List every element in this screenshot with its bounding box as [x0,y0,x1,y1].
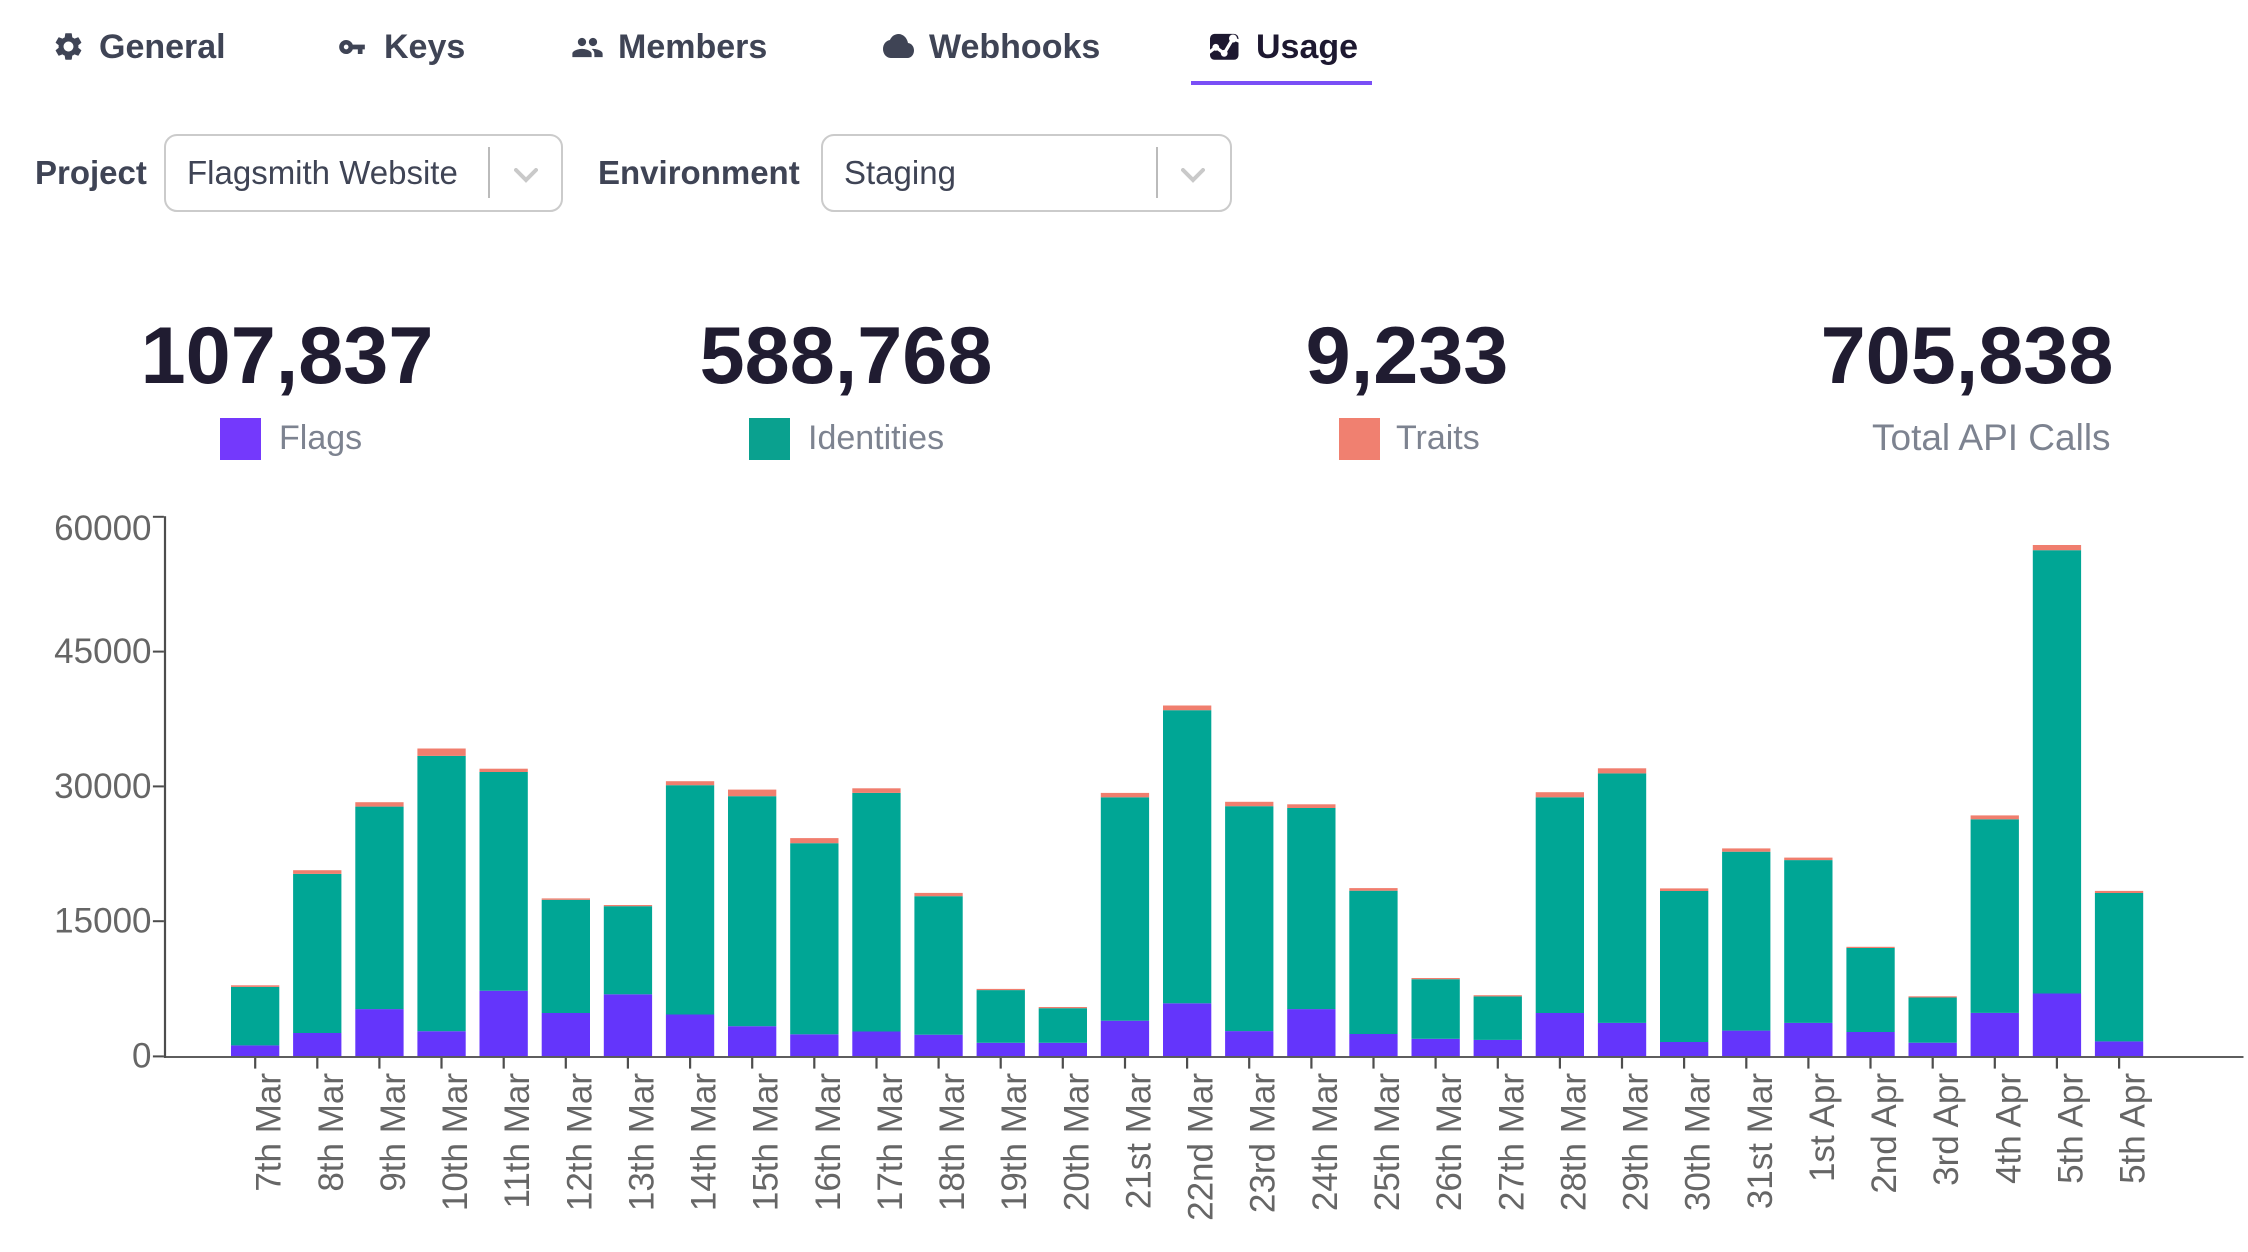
svg-text:29th Mar: 29th Mar [1617,1073,1656,1211]
svg-text:23rd Mar: 23rd Mar [1244,1073,1283,1213]
svg-text:8th Mar: 8th Mar [312,1073,351,1192]
svg-text:4th Apr: 4th Apr [1989,1073,2028,1184]
svg-text:28th Mar: 28th Mar [1554,1073,1593,1211]
svg-text:9th Mar: 9th Mar [374,1073,413,1192]
svg-text:2nd Apr: 2nd Apr [1865,1073,1904,1194]
svg-text:12th Mar: 12th Mar [560,1073,599,1211]
svg-text:24th Mar: 24th Mar [1306,1073,1345,1211]
svg-text:30th Mar: 30th Mar [1679,1073,1718,1211]
svg-text:45000: 45000 [54,632,151,671]
svg-text:10th Mar: 10th Mar [436,1073,475,1211]
svg-text:13th Mar: 13th Mar [622,1073,661,1211]
svg-text:7th Mar: 7th Mar [250,1073,289,1192]
svg-text:22nd Mar: 22nd Mar [1182,1073,1221,1221]
svg-text:15000: 15000 [54,902,151,941]
svg-text:0: 0 [132,1037,151,1076]
svg-text:26th Mar: 26th Mar [1430,1073,1469,1211]
svg-text:21st Mar: 21st Mar [1120,1073,1159,1209]
svg-text:20th Mar: 20th Mar [1057,1073,1096,1211]
svg-text:1st Apr: 1st Apr [1803,1073,1842,1182]
svg-text:11th Mar: 11th Mar [498,1073,537,1209]
svg-text:31st Mar: 31st Mar [1741,1073,1780,1209]
svg-text:14th Mar: 14th Mar [685,1073,724,1211]
svg-text:27th Mar: 27th Mar [1492,1073,1531,1211]
svg-text:5th Apr: 5th Apr [2114,1073,2153,1184]
svg-text:30000: 30000 [54,767,151,806]
svg-text:5th Apr: 5th Apr [2051,1073,2090,1184]
svg-text:3rd Apr: 3rd Apr [1927,1073,1966,1186]
svg-text:19th Mar: 19th Mar [995,1073,1034,1211]
svg-text:25th Mar: 25th Mar [1368,1073,1407,1211]
svg-text:60000: 60000 [54,509,151,548]
svg-text:17th Mar: 17th Mar [871,1073,910,1211]
svg-text:15th Mar: 15th Mar [747,1073,786,1211]
svg-text:18th Mar: 18th Mar [933,1073,972,1211]
svg-text:16th Mar: 16th Mar [809,1073,848,1211]
